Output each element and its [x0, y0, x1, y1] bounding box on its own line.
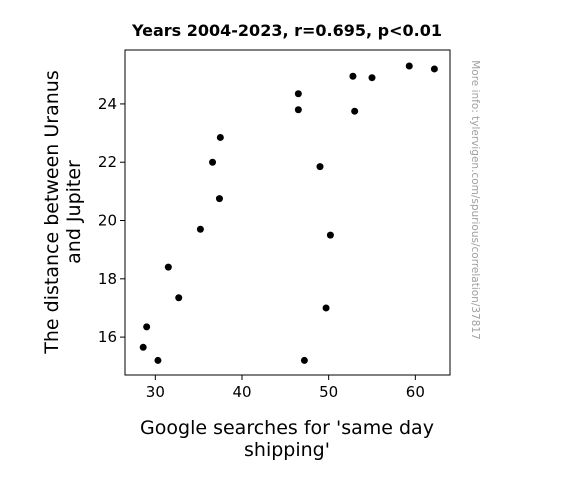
scatter-point [294, 106, 302, 114]
scatter-point [316, 163, 324, 171]
y-tick-label: 22 [98, 153, 117, 171]
x-axis-ticks: 30 40 50 60 [146, 375, 425, 401]
data-points [139, 62, 438, 364]
y-axis-label-line-2: and Jupiter [63, 160, 85, 264]
watermark-text: More info: tylervigen.com/spurious/corre… [469, 60, 481, 340]
scatter-point [196, 225, 204, 233]
chart-title: Years 2004-2023, r=0.695, p<0.01 [131, 21, 442, 40]
scatter-point [368, 74, 376, 82]
scatter-point [322, 304, 330, 312]
x-tick-label: 30 [146, 383, 165, 401]
scatter-point [209, 158, 217, 166]
y-tick-label: 18 [98, 270, 117, 288]
scatter-point [175, 294, 183, 302]
scatter-point [139, 343, 147, 351]
scatter-point [405, 62, 413, 70]
y-tick-label: 20 [98, 212, 117, 230]
scatter-point [215, 195, 223, 203]
scatter-point [351, 107, 359, 115]
x-tick-label: 60 [406, 383, 425, 401]
x-tick-label: 50 [319, 383, 338, 401]
scatter-point [143, 323, 151, 331]
scatter-point [164, 263, 172, 271]
scatter-point [300, 356, 308, 364]
y-tick-label: 24 [98, 95, 117, 113]
x-axis-label-line-2: shipping' [244, 439, 330, 461]
y-axis-ticks: 16 18 20 22 24 [98, 95, 125, 346]
x-axis-label-line-1: Google searches for 'same day [140, 417, 434, 439]
scatter-point [349, 72, 357, 80]
y-tick-label: 16 [98, 328, 117, 346]
x-tick-label: 40 [232, 383, 251, 401]
scatter-point [154, 356, 162, 364]
plot-area-frame [124, 49, 451, 376]
scatter-point [294, 90, 302, 98]
scatter-point [326, 231, 334, 239]
scatter-point [216, 133, 224, 141]
y-axis-label-line-1: The distance between Uranus [41, 70, 63, 354]
scatter-point [430, 65, 438, 73]
